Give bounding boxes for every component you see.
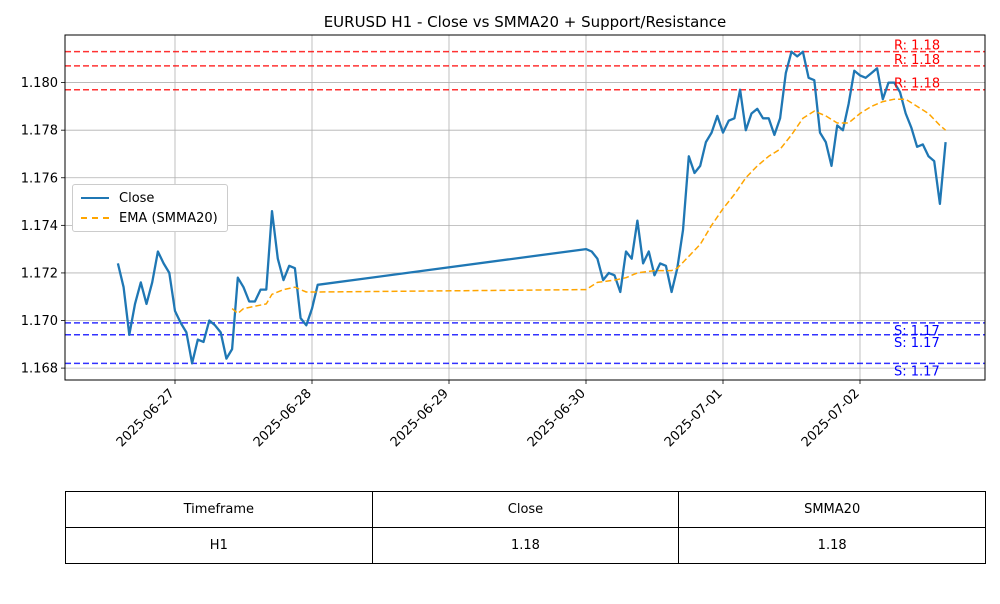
table-header-cell: Close	[371, 491, 680, 528]
y-tick-label: 1.180	[21, 76, 58, 91]
x-tick-label: 2025-06-27	[114, 386, 178, 450]
x-tick-label: 2025-06-28	[251, 386, 315, 450]
close-series	[116, 50, 947, 365]
y-tick-label: 1.168	[21, 362, 58, 377]
legend-item-close: Close	[81, 189, 154, 207]
table-row: H1 1.18 1.18	[65, 527, 986, 564]
axes: 2025-06-27 2025-06-28 2025-06-29 2025-06-30…	[21, 76, 863, 450]
table-header-row: Timeframe Close SMMA20	[65, 491, 986, 528]
y-tick-label: 1.178	[21, 124, 58, 139]
x-tick-label: 2025-07-01	[662, 386, 726, 450]
table-header-cell: SMMA20	[678, 491, 986, 528]
resistance-label: R: 1.18	[894, 77, 940, 92]
grid	[65, 35, 985, 380]
close-line	[116, 50, 947, 365]
x-tick-label: 2025-06-29	[388, 386, 452, 450]
legend-swatch-close	[81, 197, 109, 199]
legend: Close EMA (SMMA20)	[72, 184, 228, 232]
legend-label-ema: EMA (SMMA20)	[119, 210, 218, 226]
summary-table: Timeframe Close SMMA20 H1 1.18 1.18	[65, 491, 986, 564]
chart-title: EURUSD H1 - Close vs SMMA20 + Support/Re…	[324, 13, 727, 31]
y-tick-label: 1.172	[21, 266, 58, 281]
ema-series	[231, 98, 947, 315]
y-tick-label: 1.170	[21, 314, 58, 329]
table-cell: 1.18	[371, 527, 680, 564]
y-tick-label: 1.174	[21, 219, 58, 234]
legend-label-close: Close	[119, 190, 155, 206]
table-header-cell: Timeframe	[65, 491, 373, 528]
support-label: S: 1.17	[894, 324, 940, 339]
x-tick-label: 2025-06-30	[525, 386, 589, 450]
resistance-label: R: 1.18	[894, 39, 940, 54]
level-labels: R: 1.18R: 1.18R: 1.18S: 1.17S: 1.17S: 1.…	[894, 39, 940, 380]
support-label: S: 1.17	[894, 336, 940, 351]
support-resistance-lines	[65, 50, 985, 365]
resistance-label: R: 1.18	[894, 53, 940, 68]
y-tick-label: 1.176	[21, 171, 58, 186]
table-cell: 1.18	[678, 527, 986, 564]
x-tick-label: 2025-07-02	[799, 386, 863, 450]
legend-swatch-ema	[81, 217, 109, 219]
plot-area	[64, 34, 986, 381]
series	[116, 50, 947, 365]
ema-line	[231, 98, 947, 315]
support-label: S: 1.17	[894, 364, 940, 379]
legend-item-ema: EMA (SMMA20)	[81, 209, 218, 227]
table-cell: H1	[65, 527, 373, 564]
